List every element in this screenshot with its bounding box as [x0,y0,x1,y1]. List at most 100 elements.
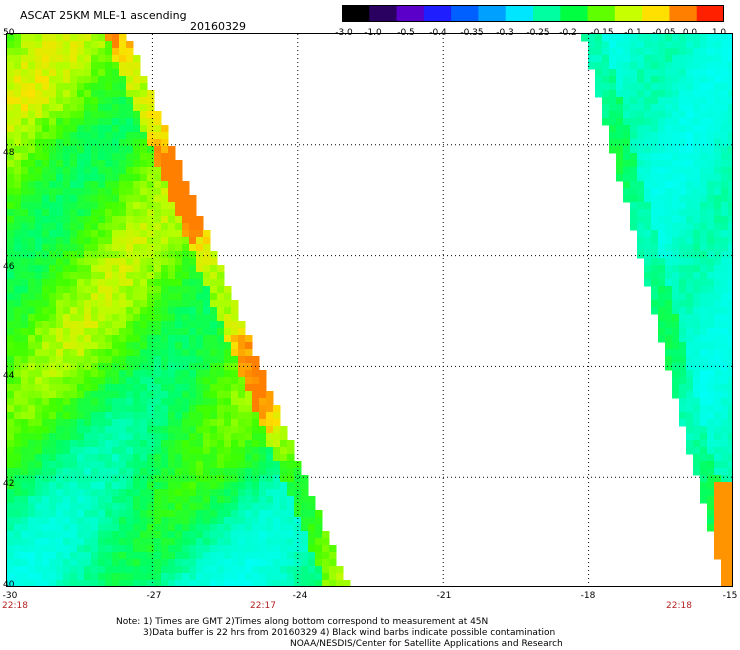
swath-cell [217,426,225,434]
swath-cell [210,545,218,553]
swath-cell [91,300,99,308]
swath-cell [665,76,673,84]
swath-cell [210,342,218,350]
swath-cell [728,433,732,441]
swath-cell [63,174,71,182]
swath-cell [35,307,43,315]
swath-cell [630,167,638,175]
swath-cell [210,321,218,329]
swath-cell [140,83,148,91]
swath-cell [700,132,708,140]
swath-cell [112,580,120,586]
swath-cell [707,398,715,406]
swath-cell [287,489,295,497]
swath-cell [651,272,659,280]
swath-cell [679,48,687,56]
swath-cell [315,559,323,567]
swath-cell [301,552,309,560]
swath-cell [42,531,50,539]
swath-cell [35,97,43,105]
colorbar-swatch [560,5,589,22]
swath-cell [140,160,148,168]
swath-cell [126,496,134,504]
swath-cell [196,230,204,238]
swath-cell [133,272,141,280]
swath-cell [273,433,281,441]
swath-cell [49,377,57,385]
swath-cell [126,349,134,357]
swath-cell [231,300,239,308]
swath-cell [721,503,729,511]
swath-cell [133,356,141,364]
swath-cell [329,580,337,586]
swath-cell [147,286,155,294]
swath-cell [728,153,732,161]
swath-cell [714,146,722,154]
swath-cell [14,223,22,231]
swath-cell [581,34,589,42]
swath-cell [672,146,680,154]
swath-cell [728,426,732,434]
swath-cell [28,531,36,539]
swath-cell [91,482,99,490]
lat-label: 50 [3,28,15,38]
swath-cell [140,97,148,105]
swath-cell [658,153,666,161]
swath-cell [259,503,267,511]
swath-cell [301,496,309,504]
swath-cell [651,160,659,168]
swath-cell [133,258,141,266]
swath-cell [217,482,225,490]
swath-cell [84,349,92,357]
swath-cell [252,531,260,539]
swath-cell [140,223,148,231]
swath-cell [21,314,29,322]
swath-cell [700,146,708,154]
swath-cell [84,454,92,462]
swath-cell [70,538,78,546]
swath-cell [224,384,232,392]
swath-cell [119,517,127,525]
swath-cell [231,391,239,399]
swath-cell [196,461,204,469]
swath-cell [21,223,29,231]
swath-cell [91,69,99,77]
swath-cell [721,496,729,504]
swath-cell [112,104,120,112]
swath-cell [280,545,288,553]
swath-cell [728,377,732,385]
swath-cell [42,146,50,154]
swath-cell [714,188,722,196]
swath-cell [21,433,29,441]
swath-cell [105,440,113,448]
swath-cell [728,545,732,553]
swath-cell [224,314,232,322]
swath-cell [602,111,610,119]
swath-cell [217,566,225,574]
swath-cell [147,524,155,532]
swath-cell [98,265,106,273]
swath-cell [21,461,29,469]
swath-cell [224,482,232,490]
swath-cell [245,482,253,490]
swath-cell [189,412,197,420]
swath-cell [147,160,155,168]
swath-cell [672,174,680,182]
swath-cell [119,468,127,476]
swath-cell [49,258,57,266]
swath-cell [35,510,43,518]
swath-cell [140,433,148,441]
time-label: 22:18 [666,601,692,611]
swath-cell [154,468,162,476]
swath-cell [84,118,92,126]
swath-cell [721,573,729,581]
swath-cell [56,559,64,567]
swath-cell [693,258,701,266]
swath-cell [112,181,120,189]
swath-cell [224,356,232,364]
swath-cell [56,440,64,448]
swath-cell [259,447,267,455]
swath-cell [238,510,246,518]
swath-cell [693,55,701,63]
swath-cell [7,321,15,329]
